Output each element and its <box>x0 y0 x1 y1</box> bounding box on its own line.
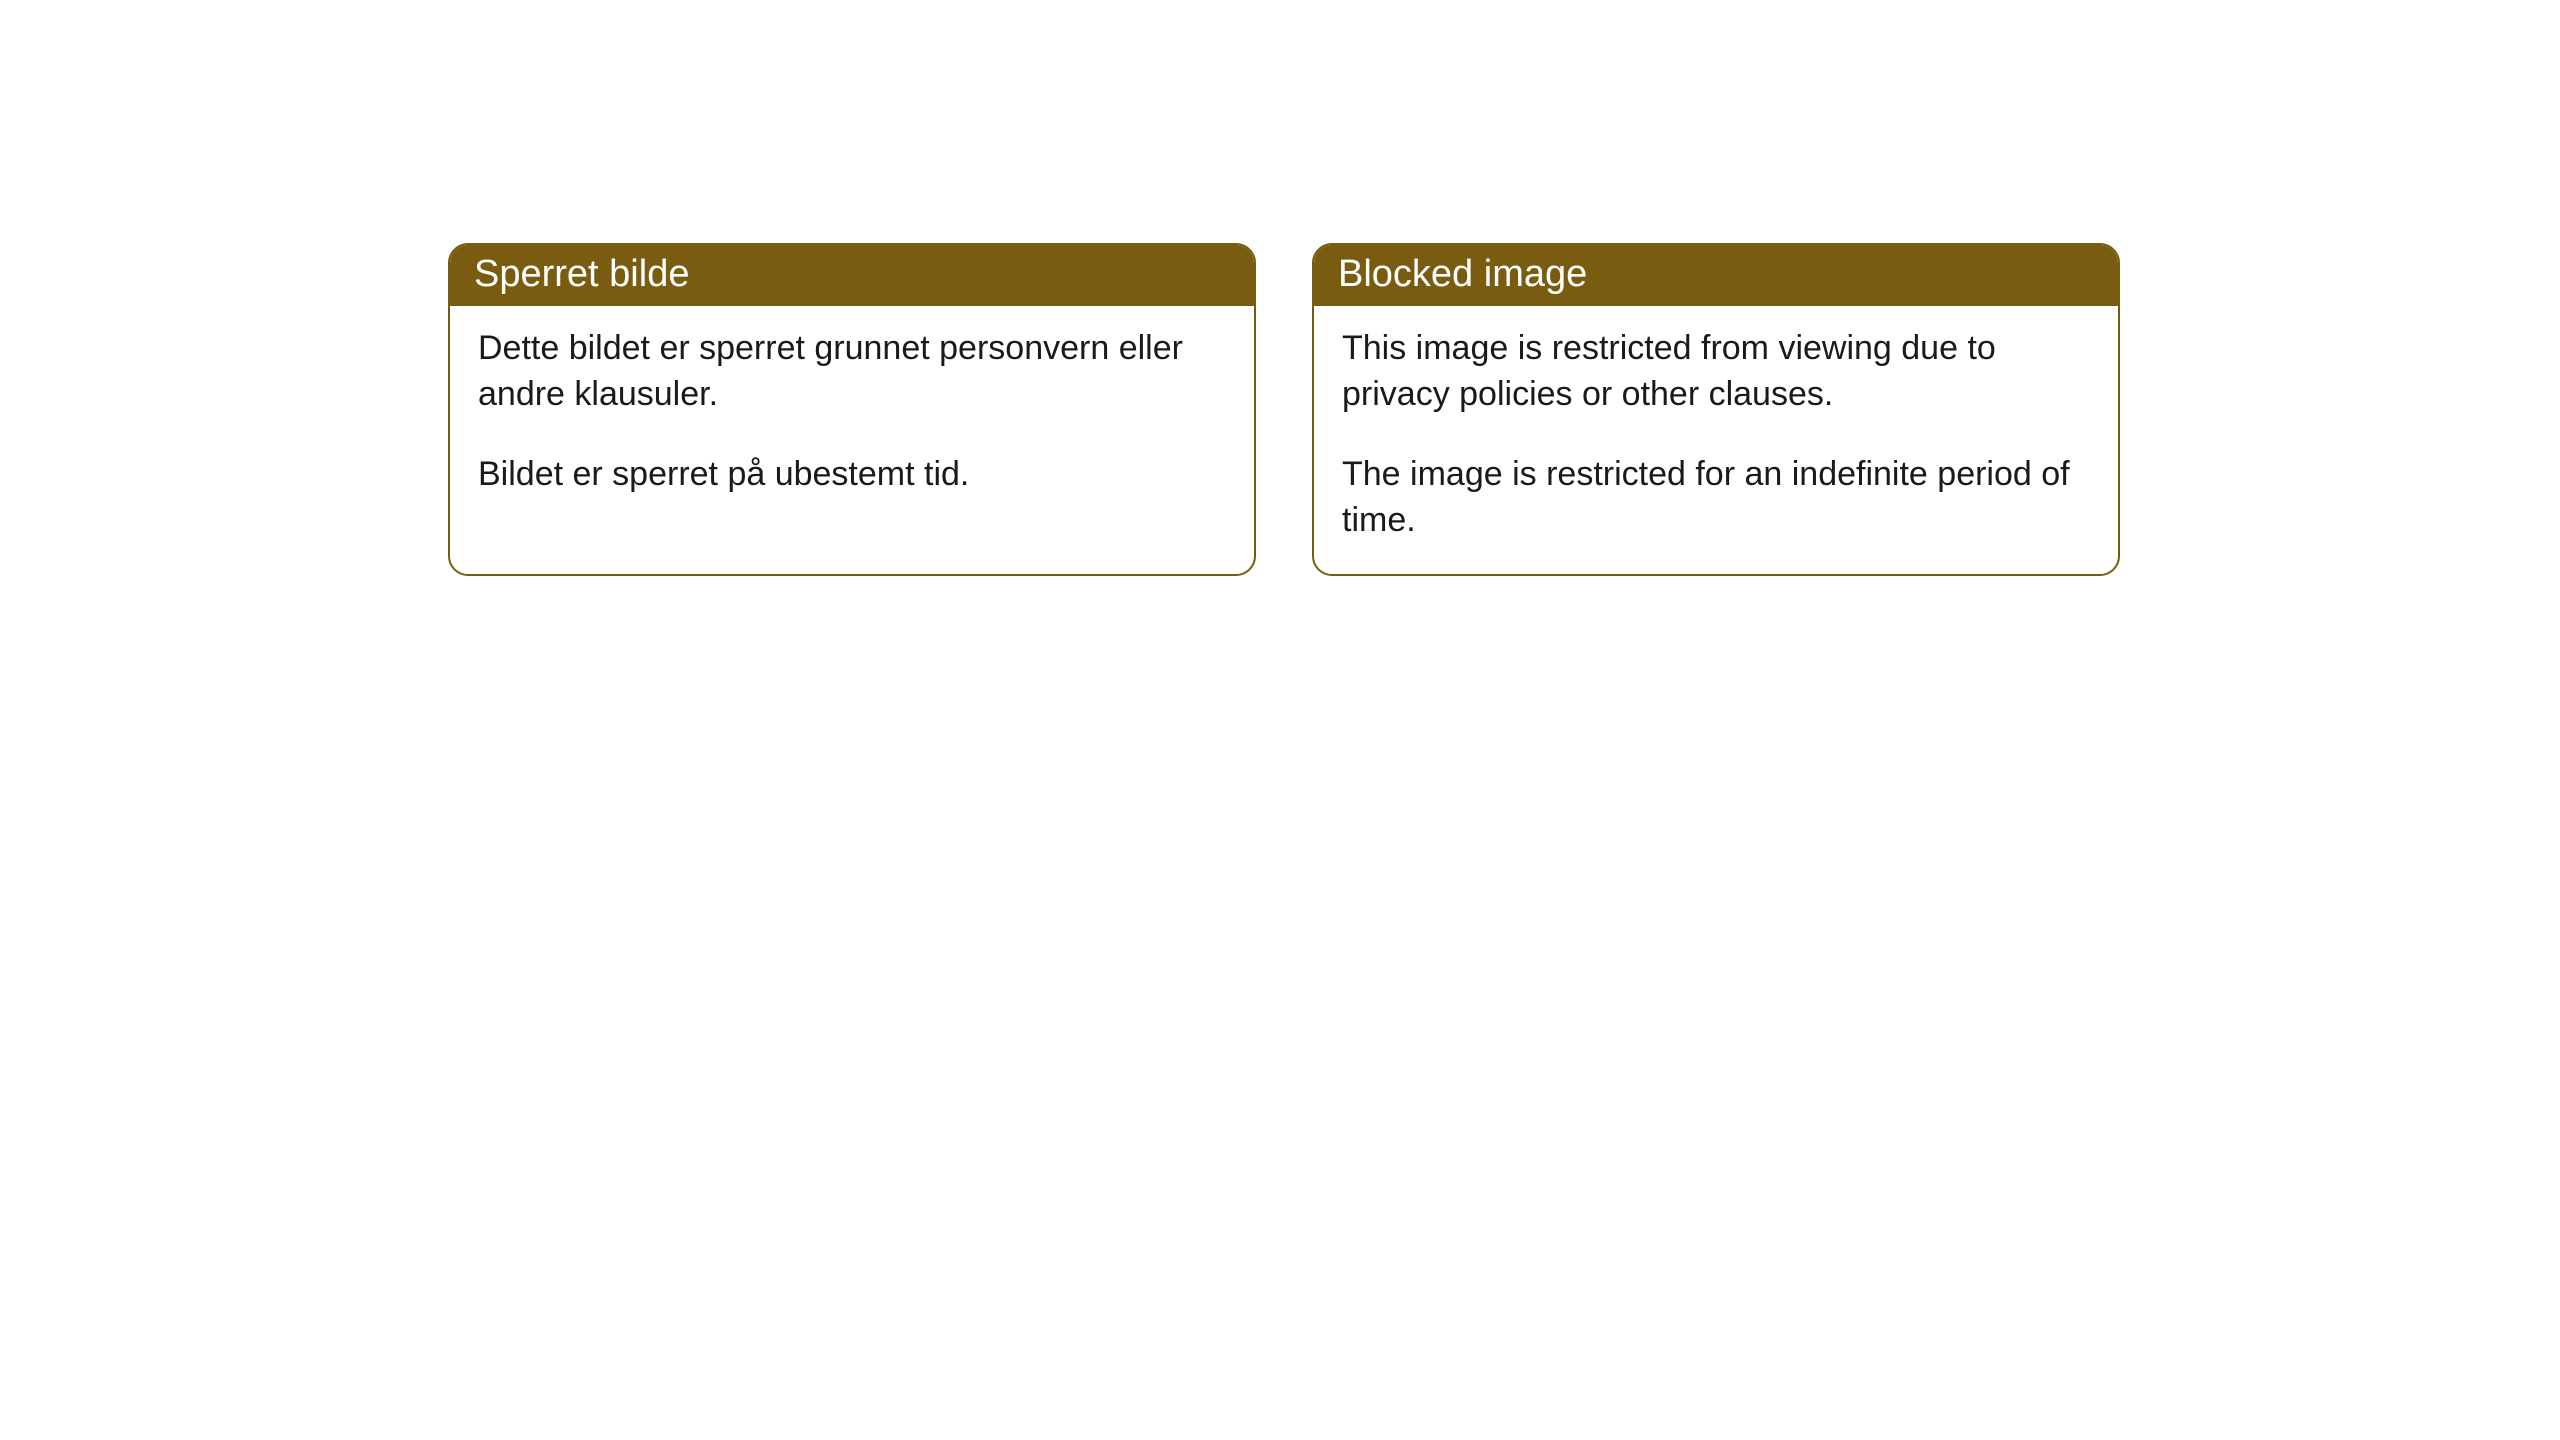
notice-card-english: Blocked image This image is restricted f… <box>1312 243 2120 576</box>
card-body-english: This image is restricted from viewing du… <box>1314 306 2118 574</box>
card-paragraph: Dette bildet er sperret grunnet personve… <box>478 326 1226 418</box>
card-header-english: Blocked image <box>1314 245 2118 306</box>
card-header-norwegian: Sperret bilde <box>450 245 1254 306</box>
card-paragraph: The image is restricted for an indefinit… <box>1342 452 2090 544</box>
notice-cards-container: Sperret bilde Dette bildet er sperret gr… <box>448 243 2120 576</box>
notice-card-norwegian: Sperret bilde Dette bildet er sperret gr… <box>448 243 1256 576</box>
card-body-norwegian: Dette bildet er sperret grunnet personve… <box>450 306 1254 528</box>
card-paragraph: Bildet er sperret på ubestemt tid. <box>478 452 1226 498</box>
card-paragraph: This image is restricted from viewing du… <box>1342 326 2090 418</box>
